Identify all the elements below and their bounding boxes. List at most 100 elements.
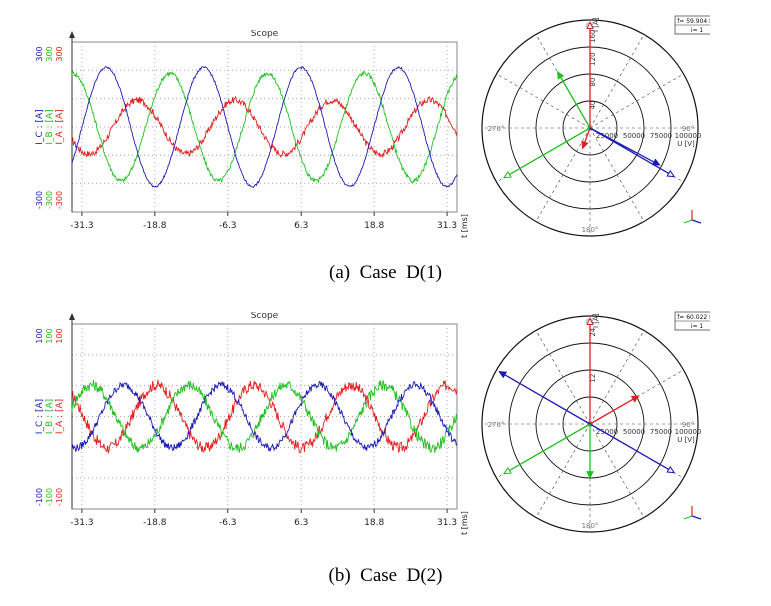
phasor-arrowhead bbox=[651, 158, 661, 166]
y-axis-arrow bbox=[69, 313, 75, 320]
i-tick-label: 12 bbox=[589, 374, 597, 383]
y-tick-label-bottom: -100 bbox=[55, 488, 64, 506]
phasor-u-b bbox=[503, 423, 591, 475]
x-tick-label: -18.8 bbox=[143, 221, 167, 231]
y-tick-label-top: 100 bbox=[45, 328, 54, 343]
x-tick-label: 31.3 bbox=[437, 518, 457, 528]
series-line-i-c bbox=[71, 66, 458, 188]
x-tick-label: 31.3 bbox=[437, 221, 457, 231]
x-tick-label: -31.3 bbox=[70, 518, 93, 528]
series-line-i-b bbox=[71, 380, 458, 453]
y-tick-label-bottom: -100 bbox=[35, 488, 44, 506]
y-tick-label-bottom: -300 bbox=[55, 191, 64, 209]
series-line-i-b bbox=[71, 70, 458, 184]
scope-chart-a: Scope -31.3 -18.8 -6.3 6.3 18.8 31.3 t [ms] I_C … bbox=[35, 30, 469, 238]
phasor-arrowhead bbox=[581, 140, 589, 150]
y-axis-arrow bbox=[69, 31, 75, 38]
scope-chart-b: Scope -31.3 -18.8 -6.3 6.3 18.8 31.3 t [ms] I_C … bbox=[35, 312, 469, 535]
y-axis-label: I_A : [A] bbox=[55, 399, 65, 434]
polar-spoke bbox=[535, 330, 591, 425]
x-axis-label: t [ms] bbox=[460, 214, 469, 238]
series-line-i-a bbox=[71, 95, 458, 159]
triad-axis-3 bbox=[683, 219, 693, 224]
triad-axis-2 bbox=[691, 219, 702, 224]
phasor-i-b bbox=[557, 71, 591, 129]
caption-b: (b) Case D(2) bbox=[328, 565, 443, 586]
phasor-arrowhead bbox=[666, 169, 676, 178]
y-axis-label: I_C : [A] bbox=[35, 109, 45, 144]
triad-axis-2 bbox=[691, 515, 702, 520]
i-tick-label: 40 bbox=[589, 101, 597, 110]
y-tick-label-top: 100 bbox=[35, 328, 44, 343]
x-tick-label: -31.3 bbox=[70, 221, 93, 231]
y-axis-label: I_B : [A] bbox=[45, 399, 55, 434]
angle-label: 270° bbox=[488, 125, 505, 133]
u-axis-label: U [V] bbox=[677, 140, 695, 148]
i-tick-label: 120 bbox=[589, 52, 597, 65]
u-tick-label: 75000 bbox=[650, 132, 672, 140]
series-line-i-c bbox=[71, 380, 458, 453]
y-tick-label-bottom: -100 bbox=[45, 488, 54, 506]
y-axis-label: I_A : [A] bbox=[55, 109, 65, 144]
angle-label: 180° bbox=[582, 226, 599, 234]
angle-label: 270° bbox=[488, 421, 505, 429]
u-tick-label: 25000 bbox=[596, 132, 618, 140]
series-line-i-a bbox=[71, 379, 458, 455]
u-tick-label: 50000 bbox=[623, 132, 645, 140]
frequency-label: f= 59.904 Hz bbox=[677, 18, 710, 25]
frequency-label: f= 60.022 Hz bbox=[677, 314, 710, 321]
phasor-arrowhead bbox=[502, 466, 512, 475]
polar-spoke bbox=[535, 127, 591, 222]
x-tick-label: -6.3 bbox=[219, 221, 237, 231]
phasor-arrowhead bbox=[586, 471, 594, 480]
phasor-u-c bbox=[589, 423, 675, 474]
caption-a: (a) Case D(1) bbox=[329, 262, 442, 283]
u-tick-label: 50000 bbox=[623, 428, 645, 436]
phasor-arrowhead bbox=[666, 465, 676, 474]
x-tick-label: -6.3 bbox=[219, 518, 237, 528]
x-tick-label: 6.3 bbox=[294, 221, 308, 231]
index-label: i= 1 bbox=[691, 27, 704, 34]
phasor-arrowhead bbox=[557, 70, 565, 80]
y-axis-label: I_B : [A] bbox=[45, 109, 55, 144]
y-tick-label-top: 300 bbox=[55, 46, 64, 61]
i-axis-label: I [A] bbox=[592, 313, 600, 328]
polar-spoke bbox=[535, 423, 591, 518]
i-tick-label: 80 bbox=[589, 78, 597, 87]
y-tick-label-top: 300 bbox=[45, 46, 54, 61]
y-tick-label-bottom: -300 bbox=[45, 191, 54, 209]
x-tick-label: 18.8 bbox=[364, 518, 384, 528]
angle-label: 90° bbox=[682, 125, 694, 133]
phasor-arrowhead bbox=[586, 316, 594, 325]
x-tick-label: -18.8 bbox=[143, 518, 167, 528]
index-label: i= 1 bbox=[691, 323, 704, 330]
x-axis-label: t [ms] bbox=[460, 511, 469, 535]
phasor-arrowhead bbox=[586, 20, 594, 29]
polar-spoke bbox=[589, 330, 645, 425]
phasor-arrowhead bbox=[498, 371, 508, 379]
phasor-i-a bbox=[589, 395, 639, 425]
y-tick-label-top: 100 bbox=[55, 328, 64, 343]
y-tick-label-bottom: -300 bbox=[35, 191, 44, 209]
phasor-arrowhead bbox=[630, 395, 640, 403]
u-tick-label: 100000 bbox=[675, 428, 702, 436]
polar-spoke bbox=[589, 423, 645, 518]
triad-axis-3 bbox=[683, 515, 693, 520]
polar-spoke bbox=[589, 127, 645, 222]
u-axis-label: U [V] bbox=[677, 436, 695, 444]
i-tick-label: 160 bbox=[589, 30, 597, 43]
x-tick-label: 18.8 bbox=[364, 221, 384, 231]
i-tick-label: 24 bbox=[589, 327, 597, 336]
u-tick-label: 100000 bbox=[675, 132, 702, 140]
phasor-i-c bbox=[498, 371, 591, 425]
phasor-arrowhead bbox=[502, 170, 512, 179]
polar-spoke bbox=[589, 34, 645, 129]
i-axis-label: I [A] bbox=[592, 17, 600, 32]
polar-ring bbox=[481, 315, 699, 533]
u-tick-label: 75000 bbox=[650, 428, 672, 436]
polar-ring bbox=[481, 19, 699, 237]
angle-label: 180° bbox=[582, 522, 599, 530]
y-tick-label-top: 300 bbox=[35, 46, 44, 61]
